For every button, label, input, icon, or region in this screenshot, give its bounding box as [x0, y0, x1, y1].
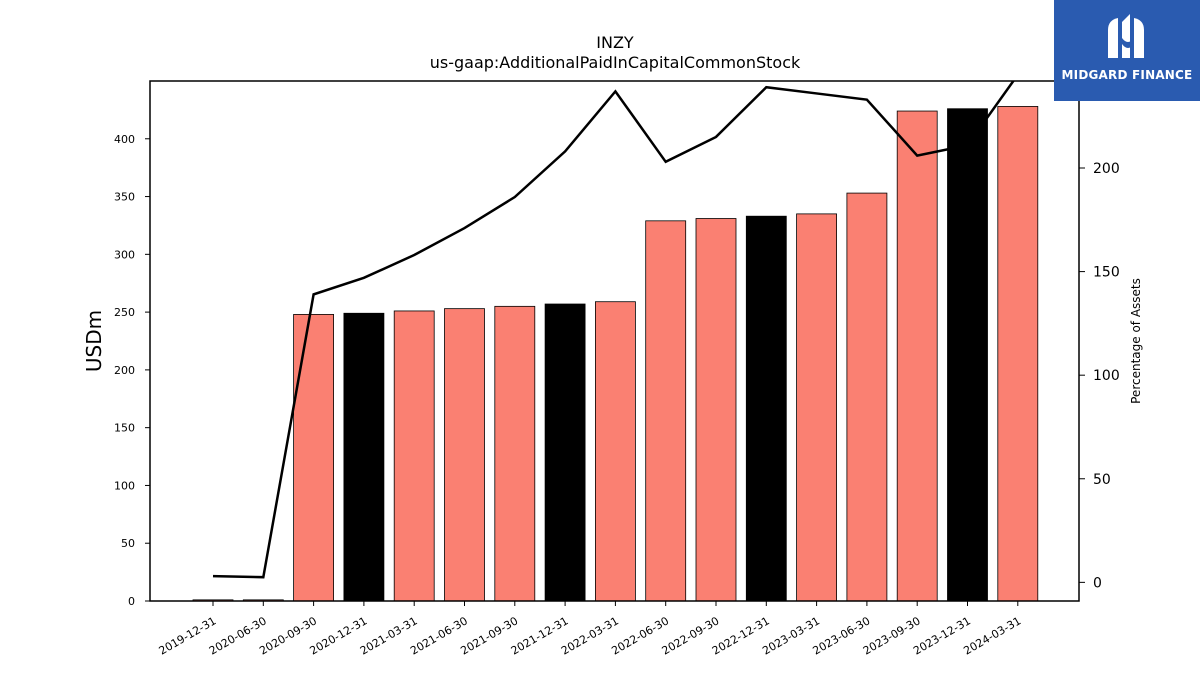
chart-subtitle: us-gaap:AdditionalPaidInCapitalCommonSto…	[430, 53, 801, 72]
y-tick-label: 100	[114, 479, 135, 492]
bar-2020-09-30	[293, 314, 335, 602]
logo-text: MIDGARD FINANCE	[1061, 68, 1193, 82]
y-tick-label: 150	[114, 422, 135, 435]
percentage-of-assets-line	[212, 81, 1015, 579]
plot-frame	[149, 80, 1080, 602]
y2-tick-label: 200	[1093, 161, 1120, 177]
bar-2021-09-30	[494, 305, 536, 602]
bar-2021-12-31	[544, 303, 586, 602]
y-tick-label: 250	[114, 306, 135, 319]
bar-2020-12-31	[343, 312, 385, 602]
midgard-finance-logo: MIDGARD FINANCE	[1054, 0, 1200, 101]
bar-2021-03-31	[393, 310, 435, 602]
bar-2022-12-31	[745, 215, 787, 602]
bar-2022-06-30	[645, 220, 687, 602]
bar-2023-03-31	[796, 213, 837, 602]
y-tick-label: 0	[128, 595, 135, 608]
y-tick-label: 50	[121, 537, 135, 550]
bar-2022-03-31	[595, 301, 636, 602]
y2-axis-label: Percentage of Assets	[1129, 278, 1143, 404]
y2-tick-label: 100	[1093, 368, 1120, 384]
x-tick-label: 2024-03-31	[961, 614, 1023, 657]
y2-tick-label: 50	[1093, 472, 1111, 488]
y2-tick-label: 0	[1093, 575, 1102, 591]
bar-2023-06-30	[846, 192, 888, 602]
bar-series	[192, 106, 1039, 602]
line-series	[212, 81, 1015, 579]
bar-2024-03-31	[997, 106, 1039, 602]
chart-title: INZY	[596, 33, 634, 52]
logo-mark-icon	[1108, 14, 1144, 58]
bar-2022-09-30	[695, 218, 737, 602]
bar-2021-06-30	[444, 308, 485, 602]
y-axis-right: 0 50 100 150 200	[1079, 161, 1120, 591]
y-tick-label: 300	[114, 248, 135, 261]
y-tick-label: 200	[114, 364, 135, 377]
y-axis-left: 0 50 100 150 200 250 300 350 400	[114, 133, 150, 608]
y2-tick-label: 150	[1093, 265, 1120, 281]
y-tick-label: 400	[114, 133, 135, 146]
x-axis: 2019-12-312020-06-302020-09-302020-12-31…	[157, 601, 1023, 658]
bar-2023-09-30	[896, 110, 938, 602]
y-axis-label: USDm	[82, 310, 106, 372]
bar-2023-12-31	[947, 108, 988, 602]
y-tick-label: 350	[114, 191, 135, 204]
